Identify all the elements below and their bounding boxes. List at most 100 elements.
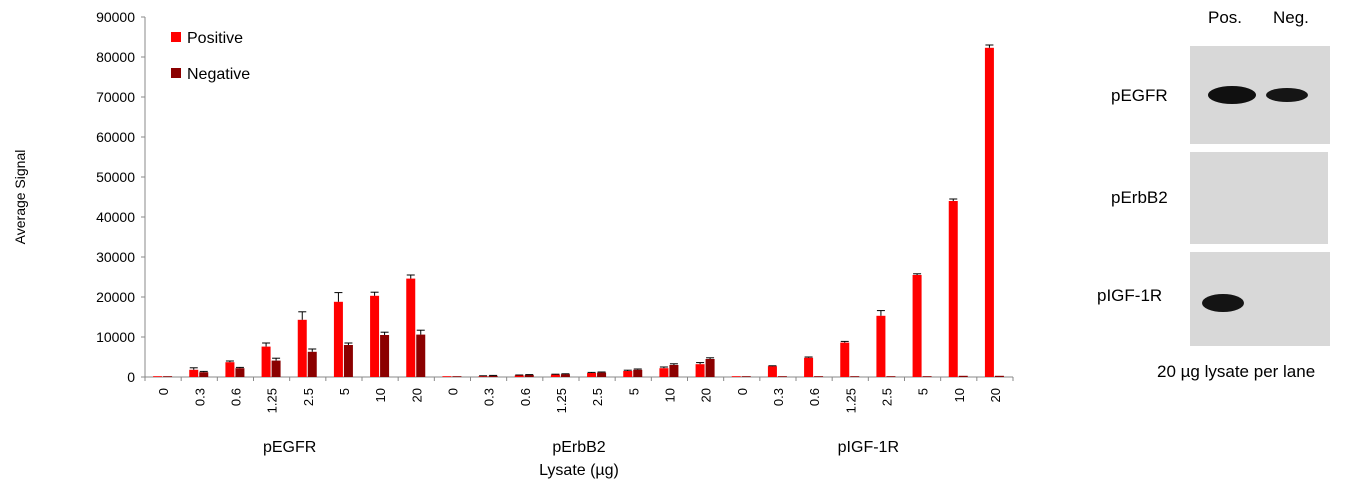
bar-negative (922, 376, 932, 377)
bar-positive (659, 368, 669, 377)
y-tick-label: 80000 (96, 49, 135, 65)
x-tick-label: 1.25 (265, 388, 280, 413)
group-label: pIGF-1R (838, 439, 899, 456)
bar-negative (488, 375, 498, 377)
bar-positive (695, 364, 705, 377)
bar-negative (814, 376, 824, 377)
bar-negative (633, 369, 643, 377)
lane-header-pos: Pos. (1208, 8, 1243, 27)
x-tick-label: 2.5 (879, 388, 894, 406)
y-axis-label: Average Signal (12, 150, 28, 245)
bar-negative (199, 372, 209, 377)
blot-label-pegfr: pEGFR (1111, 86, 1168, 105)
bar-positive (623, 371, 633, 377)
blot-label-pigf1r: pIGF-1R (1097, 286, 1163, 305)
x-tick-label: 20 (699, 388, 714, 402)
blot-panel-pegfr (1190, 46, 1330, 144)
bar-negative (958, 375, 968, 377)
bar-negative (307, 351, 317, 377)
legend-label-positive: Positive (187, 30, 243, 47)
band-pigf1r-pos (1202, 294, 1244, 312)
y-tick-label: 70000 (96, 89, 135, 105)
legend-label-negative: Negative (187, 66, 250, 83)
x-tick-label: 0.6 (518, 388, 533, 406)
bar-negative (850, 376, 860, 377)
group-label: pEGFR (263, 439, 316, 456)
y-tick-label: 60000 (96, 129, 135, 145)
bar-negative (777, 376, 787, 377)
x-tick-label: 10 (952, 388, 967, 402)
y-tick-label: 10000 (96, 329, 135, 345)
bar-positive (442, 376, 452, 377)
bar-negative (380, 335, 390, 377)
band-pegfr-neg (1266, 88, 1308, 102)
bar-positive (370, 295, 380, 377)
blot-panel-perbb2 (1190, 152, 1328, 244)
y-tick-label: 0 (127, 369, 135, 385)
x-tick-label: 0 (735, 388, 750, 395)
bar-positive (767, 366, 777, 377)
bar-positive (189, 369, 199, 377)
x-tick-label: 20 (988, 388, 1003, 402)
bar-negative (452, 376, 462, 377)
bar-positive (587, 373, 597, 377)
bar-positive (948, 201, 958, 377)
x-tick-label: 2.5 (301, 388, 316, 406)
lane-header-neg: Neg. (1273, 8, 1309, 27)
y-tick-label: 90000 (96, 9, 135, 25)
x-tick-label: 0.6 (228, 388, 243, 406)
bar-positive (478, 376, 488, 377)
x-tick-label: 0.3 (771, 388, 786, 406)
bar-negative (705, 359, 715, 377)
bar-positive (984, 47, 994, 378)
y-tick-label: 30000 (96, 249, 135, 265)
bar-positive (297, 319, 307, 377)
bar-positive (804, 357, 814, 377)
bar-negative (669, 365, 679, 377)
bar-negative (597, 372, 607, 377)
x-tick-label: 1.25 (843, 388, 858, 413)
bar-negative (416, 334, 426, 377)
x-tick-label: 10 (662, 388, 677, 402)
bar-positive (333, 301, 343, 377)
x-tick-label: 20 (409, 388, 424, 402)
x-tick-label: 0 (156, 388, 171, 395)
bar-positive (912, 275, 922, 377)
bar-negative (163, 376, 173, 377)
bar-negative (994, 375, 1004, 377)
x-axis-label: Lysate (µg) (539, 462, 619, 479)
group-label: pErbB2 (552, 439, 605, 456)
bar-positive (840, 342, 850, 377)
bar-chart: 0100002000030000400005000060000700008000… (12, 9, 1014, 479)
legend-swatch-positive (171, 32, 181, 42)
x-tick-label: 1.25 (554, 388, 569, 413)
legend-swatch-negative (171, 68, 181, 78)
bar-negative (235, 368, 245, 377)
x-tick-label: 5 (916, 388, 931, 395)
y-tick-label: 20000 (96, 289, 135, 305)
y-tick-label: 40000 (96, 209, 135, 225)
bar-positive (261, 346, 271, 377)
bar-positive (550, 374, 560, 377)
band-pegfr-pos (1208, 86, 1256, 104)
x-tick-label: 5 (337, 388, 352, 395)
bar-negative (741, 376, 751, 377)
y-tick-label: 50000 (96, 169, 135, 185)
x-tick-label: 0.3 (192, 388, 207, 406)
bar-negative (343, 345, 353, 377)
bar-positive (876, 315, 886, 377)
blot-label-perbb2: pErbB2 (1111, 188, 1168, 207)
bar-positive (225, 362, 235, 377)
bar-negative (524, 375, 534, 377)
bar-negative (886, 376, 896, 377)
bar-negative (560, 374, 570, 377)
x-tick-label: 5 (626, 388, 641, 395)
x-tick-label: 0 (445, 388, 460, 395)
x-tick-label: 2.5 (590, 388, 605, 406)
x-tick-label: 0.3 (482, 388, 497, 406)
bar-positive (406, 278, 416, 377)
x-tick-label: 10 (373, 388, 388, 402)
bar-positive (731, 376, 741, 377)
blot-caption: 20 µg lysate per lane (1157, 362, 1316, 381)
bar-negative (271, 360, 281, 377)
